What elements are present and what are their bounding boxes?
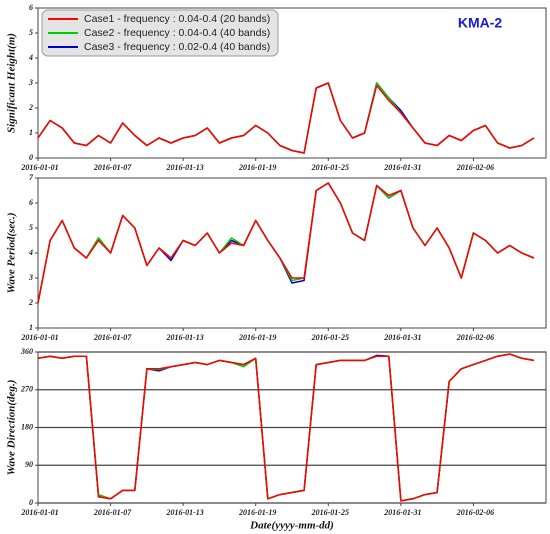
y-tick-label: 4 [28, 53, 33, 62]
y-tick-label: 6 [29, 3, 33, 12]
x-tick-label: 2016-01-19 [238, 163, 276, 172]
y-tick-label: 2 [28, 103, 33, 112]
x-tick-label: 2016-02-06 [456, 333, 494, 342]
x-tick-label: 2016-01-13 [165, 333, 203, 342]
y-tick-label: 0 [29, 498, 33, 507]
legend-label: Case2 - frequency : 0.04-0.4 (40 bands) [84, 27, 270, 39]
x-tick-label: 2016-01-07 [93, 508, 132, 517]
x-tick-label: 2016-01-19 [238, 508, 276, 517]
y-tick-label: 3 [28, 273, 33, 282]
x-axis-label: Date(yyyy-mm-dd) [249, 520, 334, 532]
y-tick-label: 270 [20, 385, 33, 394]
series-line [37, 82, 535, 154]
y-tick-label: 6 [29, 198, 33, 207]
x-tick-label: 2016-01-25 [311, 508, 349, 517]
legend-box [41, 9, 279, 57]
x-tick-label: 2016-01-25 [311, 333, 349, 342]
y-tick-label: 2 [28, 298, 33, 307]
legend-label: Case1 - frequency : 0.04-0.4 (20 bands) [84, 13, 270, 25]
y-axis-label: Wave Period(sec.) [6, 212, 18, 293]
series-line [37, 182, 535, 304]
x-tick-label: 2016-01-13 [165, 508, 203, 517]
x-tick-label: 2016-02-06 [456, 163, 494, 172]
annotation: KMA-2 [458, 15, 503, 31]
y-tick-label: 180 [21, 422, 33, 431]
x-tick-label: 2016-01-01 [20, 333, 58, 342]
series-line [37, 353, 535, 502]
x-tick-label: 2016-01-01 [20, 163, 58, 172]
x-tick-label: 2016-01-31 [383, 163, 421, 172]
x-tick-label: 2016-01-07 [93, 333, 132, 342]
x-tick-label: 2016-01-19 [238, 333, 276, 342]
y-axis-label: Significant Height(m) [6, 33, 18, 133]
y-tick-label: 5 [29, 28, 33, 37]
legend-label: Case3 - frequency : 0.02-0.4 (40 bands) [84, 41, 270, 53]
y-tick-label: 0 [29, 153, 33, 162]
y-tick-label: 360 [20, 347, 33, 356]
x-tick-label: 2016-01-25 [311, 163, 349, 172]
y-tick-label: 1 [29, 128, 33, 137]
x-tick-label: 2016-01-31 [383, 508, 421, 517]
x-tick-label: 2016-01-01 [20, 508, 58, 517]
plot-frame [37, 177, 547, 329]
y-axis-label: Wave Direction(deg.) [6, 380, 18, 476]
y-tick-label: 1 [29, 323, 33, 332]
y-tick-label: 4 [28, 248, 33, 257]
y-tick-label: 90 [25, 460, 33, 469]
x-tick-label: 2016-01-31 [383, 333, 421, 342]
y-tick-label: 5 [29, 223, 33, 232]
y-tick-label: 3 [28, 78, 33, 87]
x-tick-label: 2016-01-07 [93, 163, 132, 172]
y-tick-label: 7 [29, 173, 34, 182]
x-tick-label: 2016-01-13 [165, 163, 203, 172]
x-tick-label: 2016-02-06 [456, 508, 494, 517]
